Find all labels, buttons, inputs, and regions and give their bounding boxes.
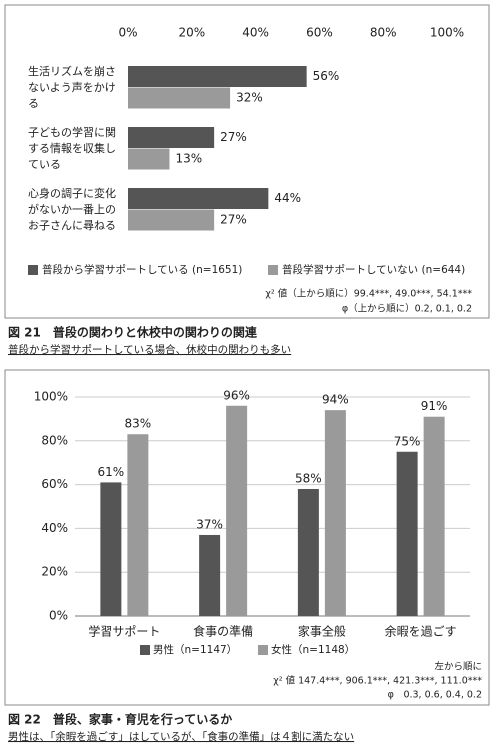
category-label-text: 生活リズムを崩さないよう声をかける [28,65,116,110]
figure-title: 図 21 普段の関わりと休校中の関わりの関連 [8,325,258,340]
bar [226,405,248,616]
value-label: 44% [274,191,301,205]
y-tick-label: 0% [49,609,68,623]
x-tick-label: 80% [370,26,397,40]
x-tick-label: 20% [178,26,205,40]
value-label: 32% [236,91,263,105]
bar [127,434,149,616]
note: φ 0.3, 0.6, 0.4, 0.2 [388,690,482,701]
chart-frame [4,369,490,706]
value-label: 91% [421,399,448,413]
legend-label: 普段から学習サポートしている (n=1651) [42,263,242,276]
y-tick-label: 60% [41,477,68,491]
legend-label: 普段学習サポートしていない (n=644) [282,263,465,276]
x-tick-label: 100% [430,26,464,40]
legend-swatch [140,645,150,655]
bar [128,188,269,209]
figure-subtitle: 普段から学習サポートしている場合、休校中の関わりも多い [8,343,291,356]
category-label-text: 子どもの学習に関する情報を収集している [28,126,116,171]
y-tick-label: 40% [41,521,68,535]
bar [423,416,445,616]
legend-swatch [258,645,268,655]
bar [324,410,346,616]
value-label: 83% [125,417,152,431]
bar [128,87,231,109]
category-label: 生活リズムを崩さないよう声をかける [28,65,116,110]
chart-frame [4,4,490,319]
note: χ² 値（上から順に）99.4***, 49.0***, 54.1*** [265,288,472,300]
bar [128,148,170,170]
x-tick-label: 食事の準備 [193,624,253,639]
legend-swatch [268,265,278,275]
value-label: 37% [196,517,223,531]
value-label: 58% [295,471,322,485]
value-label: 94% [322,393,349,407]
bar [128,66,307,87]
value-label: 13% [175,152,202,166]
bar [128,209,215,231]
bar [396,451,418,616]
bar [199,534,221,616]
x-tick-label: 40% [242,26,269,40]
value-label: 27% [220,130,247,144]
legend-swatch [28,265,38,275]
y-tick-label: 80% [41,433,68,447]
x-tick-label: 0% [118,26,137,40]
figure-subtitle: 男性は、「余暇を過ごす」はしているが、「食事の準備」は４割に満たない [8,730,354,743]
y-tick-label: 20% [41,565,68,579]
value-label: 96% [223,388,250,402]
value-label: 61% [98,465,125,479]
legend-label: 男性（n=1147） [153,643,237,656]
category-label: 子どもの学習に関する情報を収集している [28,126,116,171]
y-tick-label: 100% [34,390,68,404]
legend-label: 女性（n=1148） [271,643,355,656]
note: 左から順に [434,661,482,673]
value-label: 27% [220,213,247,227]
x-tick-label: 余暇を過ごす [385,624,457,639]
x-tick-label: 学習サポート [88,624,160,639]
bar [297,488,319,616]
value-label: 75% [394,434,421,448]
category-label-text: 心身の調子に変化がないか一番上のお子さんに尋ねる [28,187,116,232]
x-tick-label: 家事全般 [298,624,346,639]
value-label: 56% [313,69,340,83]
figure-title: 図 22 普段、家事・育児を行っているか [8,712,232,727]
bar [100,482,122,616]
x-tick-label: 60% [306,26,333,40]
category-label: 心身の調子に変化がないか一番上のお子さんに尋ねる [28,187,116,232]
bar [128,127,215,148]
note: χ² 値 147.4***, 906.1***, 421.3***, 111.0… [273,675,482,687]
note: φ（上から順に）0.2, 0.1, 0.2 [342,303,472,315]
